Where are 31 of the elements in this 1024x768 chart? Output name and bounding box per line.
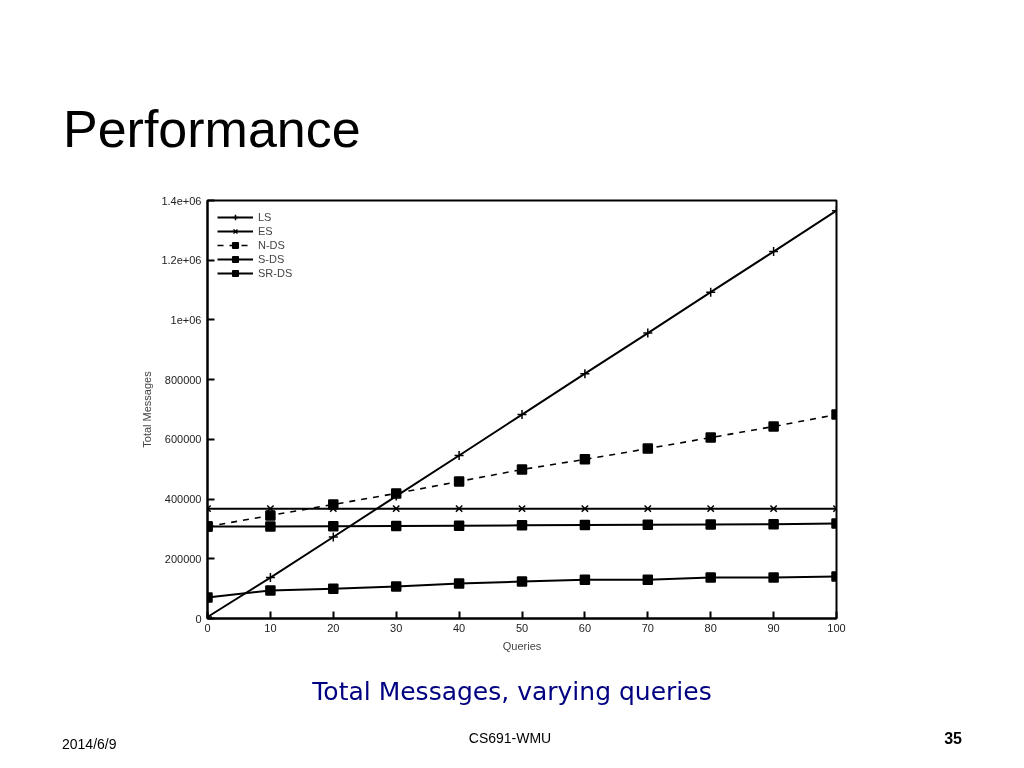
y-tick-label: 1.2e+06 — [161, 254, 202, 267]
y-tick-label: 0 — [195, 612, 202, 625]
x-tick-label: 100 — [827, 621, 846, 634]
x-tick-label: 70 — [641, 621, 654, 634]
y-tick-label: 800000 — [164, 373, 202, 386]
x-tick-label: 0 — [204, 621, 211, 634]
y-tick-label: 1e+06 — [170, 313, 202, 326]
x-tick-label: 80 — [704, 621, 717, 634]
legend-label: SR-DS — [258, 266, 293, 280]
x-tick-label: 90 — [767, 621, 780, 634]
y-tick-label: 1.4e+06 — [161, 194, 202, 207]
x-tick-label: 30 — [390, 621, 403, 634]
y-tick-label: 400000 — [164, 493, 202, 506]
x-tick-label: 10 — [264, 621, 277, 634]
y-axis-title: Total Messages — [141, 370, 154, 448]
text: Total Messages, varying queries — [312, 676, 712, 708]
text: 2014/6/9 — [62, 735, 117, 754]
y-tick-label: 200000 — [164, 552, 202, 565]
y-tick-label: 600000 — [164, 433, 202, 446]
x-tick-label: 20 — [327, 621, 340, 634]
text: 35 — [944, 729, 962, 749]
x-tick-label: 50 — [515, 621, 529, 634]
legend-label: ES — [258, 224, 274, 238]
legend-label: S-DS — [258, 252, 285, 266]
chart-title: Performance — [63, 99, 361, 160]
x-axis-title: Queries — [502, 639, 542, 652]
x-tick-label: 60 — [578, 621, 592, 634]
text: CS691-WMU — [468, 729, 552, 748]
legend-label: N-DS — [258, 238, 285, 252]
legend-label: LS — [258, 210, 273, 224]
x-tick-label: 40 — [452, 621, 466, 634]
